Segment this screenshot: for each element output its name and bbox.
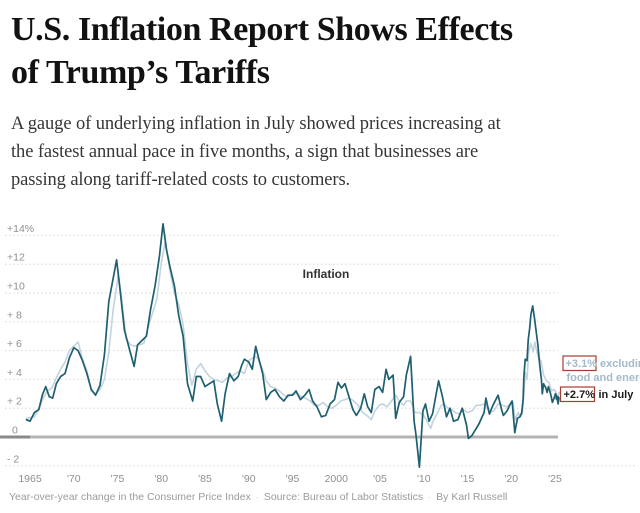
subheadline: A gauge of underlying inflation in July … (11, 110, 501, 194)
footnote-description: Year-over-year change in the Consumer Pr… (9, 491, 251, 503)
headline-suffix-label: in July (599, 389, 635, 401)
x-axis-tick-label: '15 (461, 473, 475, 485)
inflation-series-label: Inflation (303, 267, 350, 281)
footnote-byline: By Karl Russell (436, 491, 508, 503)
footnote-source: Source: Bureau of Labor Statistics (263, 491, 424, 503)
x-axis-tick-label: '05 (373, 473, 387, 485)
x-axis-tick-label: 2000 (325, 473, 349, 485)
y-axis-tick-label: +12 (7, 252, 25, 264)
subhead-line-2: the fastest annual pace in five months, … (11, 142, 479, 162)
core-suffix-line1: excluding (600, 358, 640, 370)
x-axis-tick-label: 1965 (18, 473, 42, 485)
x-axis-tick-label: '90 (242, 473, 256, 485)
x-axis-tick-label: '80 (154, 473, 168, 485)
latest-value-dot (555, 395, 560, 401)
page-title: U.S. Inflation Report Shows Effects of T… (11, 8, 513, 94)
x-axis-tick-label: '85 (198, 473, 212, 485)
x-axis-tick-label: '25 (548, 473, 562, 485)
x-axis-tick-label: '95 (286, 473, 300, 485)
y-axis-tick-label: + 2 (7, 396, 22, 408)
y-axis-tick-label: + 8 (7, 309, 22, 321)
x-axis-tick-label: '10 (417, 473, 431, 485)
headline-value-label: +2.7% (564, 389, 596, 401)
subhead-line-1: A gauge of underlying inflation in July … (11, 114, 501, 134)
y-axis-tick-label: +14% (7, 223, 34, 235)
footnote-separator: · (428, 492, 432, 502)
footnote-separator: · (255, 492, 259, 502)
y-axis-tick-label: 0 (12, 425, 18, 437)
headline-line-1: U.S. Inflation Report Shows Effects (11, 11, 513, 48)
core-value-box (562, 355, 597, 372)
core-value-label: +3.1% (566, 358, 598, 370)
y-axis-tick-label: + 4 (7, 367, 22, 379)
x-axis-tick-label: '20 (504, 473, 518, 485)
y-axis-tick-label: + 6 (7, 338, 22, 350)
inflation-chart: +14% +12 +10 + 8 + 6 + 4 + 2 0 - 2 1965 '70 '75 '80 '… (0, 205, 640, 490)
headline-cpi-line (25, 223, 560, 469)
x-axis-tick-label: '70 (67, 473, 81, 485)
headline-value-box (559, 386, 596, 403)
inflation-chart-svg: +14% +12 +10 + 8 + 6 + 4 + 2 0 - 2 1965 '70 '75 '80 '… (0, 223, 640, 485)
y-axis-tick-label: - 2 (7, 453, 19, 465)
subhead-line-3: passing along tariff-related costs to cu… (11, 170, 351, 190)
chart-footnote: Year-over-year change in the Consumer Pr… (9, 491, 629, 503)
x-axis-tick-label: '75 (111, 473, 125, 485)
core-suffix-line2: food and energy (567, 372, 640, 384)
headline-line-2: of Trump’s Tariffs (11, 54, 270, 91)
y-axis-tick-label: +10 (7, 281, 25, 293)
